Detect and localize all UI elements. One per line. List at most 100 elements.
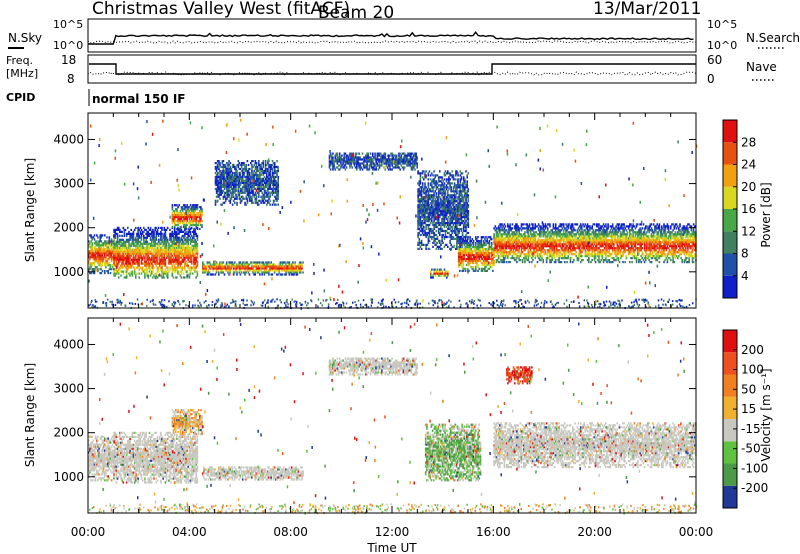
range-cell xyxy=(189,212,192,215)
range-cell xyxy=(99,238,101,241)
range-cell xyxy=(186,264,188,267)
range-cell xyxy=(121,252,123,255)
range-cell xyxy=(96,266,98,269)
range-cell xyxy=(276,181,278,184)
range-cell xyxy=(226,187,228,190)
range-cell xyxy=(195,248,197,251)
range-cell xyxy=(160,230,162,233)
range-cell xyxy=(104,272,106,275)
range-cell xyxy=(215,169,218,173)
range-cell xyxy=(439,176,441,179)
range-cell xyxy=(152,228,154,231)
range-cell xyxy=(138,236,140,239)
range-cell xyxy=(479,240,482,243)
range-cell xyxy=(89,268,91,271)
range-cell xyxy=(271,203,274,206)
range-cell xyxy=(439,204,441,207)
range-cell xyxy=(429,214,432,217)
range-cell xyxy=(488,236,491,239)
range-cell xyxy=(394,166,397,169)
range-cell xyxy=(161,262,163,265)
range-cell xyxy=(418,194,421,197)
range-cell xyxy=(145,260,147,263)
range-cell xyxy=(149,238,152,241)
range-cell xyxy=(490,252,493,255)
range-cell xyxy=(221,263,223,266)
range-cell xyxy=(148,266,151,269)
range-cell xyxy=(384,154,387,157)
range-cell xyxy=(348,160,350,163)
range-cell xyxy=(386,154,389,157)
range-cell xyxy=(109,272,112,275)
range-cell xyxy=(253,269,255,272)
range-cell xyxy=(193,236,195,239)
range-cell xyxy=(409,162,412,165)
range-cell xyxy=(242,177,244,180)
range-cell xyxy=(255,201,258,204)
range-cell xyxy=(264,169,267,173)
range-cell xyxy=(247,171,250,175)
range-cell xyxy=(136,244,138,247)
range-cell xyxy=(228,177,230,180)
range-cell xyxy=(449,182,451,185)
range-cell xyxy=(185,248,187,251)
range-cell xyxy=(214,171,217,175)
range-cell xyxy=(187,246,189,249)
range-cell xyxy=(424,188,426,191)
range-cell xyxy=(160,248,162,251)
range-cell xyxy=(247,271,250,274)
range-cell xyxy=(442,198,444,201)
range-cell xyxy=(111,250,114,253)
range-cell xyxy=(441,202,443,205)
range-cell xyxy=(262,267,264,270)
range-cell xyxy=(485,250,487,253)
range-cell xyxy=(144,270,146,273)
range-cell xyxy=(107,248,109,251)
range-cell xyxy=(427,202,430,205)
range-cell xyxy=(462,182,465,185)
range-cell xyxy=(380,160,382,163)
range-cell xyxy=(189,208,192,211)
range-cell xyxy=(149,260,152,263)
range-cell xyxy=(127,246,129,249)
range-cell xyxy=(398,156,400,159)
range-cell xyxy=(218,167,220,171)
range-cell xyxy=(189,266,192,269)
range-cell xyxy=(370,166,373,169)
range-cell xyxy=(173,225,176,229)
range-cell xyxy=(246,173,249,177)
range-cell xyxy=(232,185,235,188)
range-cell xyxy=(254,160,257,163)
range-cell xyxy=(259,173,261,177)
range-cell xyxy=(194,204,196,207)
range-cell xyxy=(189,216,192,219)
range-cell xyxy=(185,246,187,249)
range-cell xyxy=(268,261,270,264)
range-cell xyxy=(236,169,238,173)
range-cell xyxy=(246,185,249,188)
range-cell xyxy=(224,191,227,194)
range-cell xyxy=(443,220,446,223)
range-cell xyxy=(467,200,470,203)
range-cell xyxy=(94,244,97,247)
range-cell xyxy=(467,190,470,193)
range-cell xyxy=(188,276,191,279)
range-cell xyxy=(261,181,263,184)
range-cell xyxy=(350,164,352,167)
range-cell xyxy=(215,191,218,194)
range-cell xyxy=(154,260,156,263)
range-cell xyxy=(332,160,334,163)
range-cell xyxy=(443,216,446,219)
range-cell xyxy=(170,258,172,261)
range-cell xyxy=(367,168,369,171)
range-cell xyxy=(190,262,193,265)
range-cell xyxy=(214,187,217,190)
range-cell xyxy=(178,212,180,215)
range-cell xyxy=(418,208,421,211)
range-cell xyxy=(125,266,128,269)
range-cell xyxy=(223,185,226,188)
range-cell xyxy=(194,228,196,231)
range-cell xyxy=(149,242,152,245)
range-cell xyxy=(290,265,293,268)
range-cell xyxy=(258,199,260,202)
